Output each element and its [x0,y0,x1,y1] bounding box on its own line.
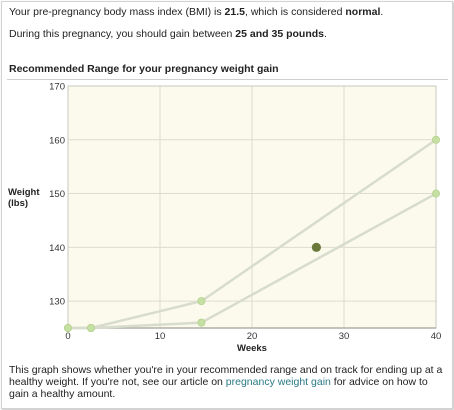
gain-range: 25 and 35 pounds [235,28,324,40]
x-tick-label: 20 [247,331,258,342]
y-tick-label: 130 [49,297,65,308]
range-point [197,318,206,327]
bmi-summary: Your pre-pregnancy body mass index (BMI)… [9,6,384,18]
chart-title: Recommended Range for your pregnancy wei… [9,63,279,75]
y-axis-label: Weight [8,187,40,198]
y-tick-label: 150 [49,189,65,200]
current-weight-point [311,242,321,252]
pregnancy-weight-gain-link[interactable]: pregnancy weight gain [225,376,331,388]
y-tick-label: 140 [49,243,65,254]
range-point [431,189,440,198]
range-point [431,135,440,144]
x-tick-label: 0 [65,331,70,342]
range-point [64,323,73,332]
chart-caption: This graph shows whether you're in your … [9,364,443,400]
y-tick-label: 160 [49,135,65,146]
range-point [87,323,96,332]
x-tick-label: 30 [339,331,350,342]
gain-summary: During this pregnancy, you should gain b… [9,28,327,40]
x-tick-label: 40 [431,331,442,342]
y-axis-label: (lbs) [8,198,28,209]
range-line [68,192,437,330]
y-tick-label: 170 [49,82,65,93]
bmi-value: 21.5 [224,6,245,18]
x-axis-label: Weeks [237,343,267,354]
bmi-category: normal [345,6,381,18]
range-point [197,297,206,306]
x-tick-label: 10 [155,331,166,342]
title-divider [7,79,448,80]
